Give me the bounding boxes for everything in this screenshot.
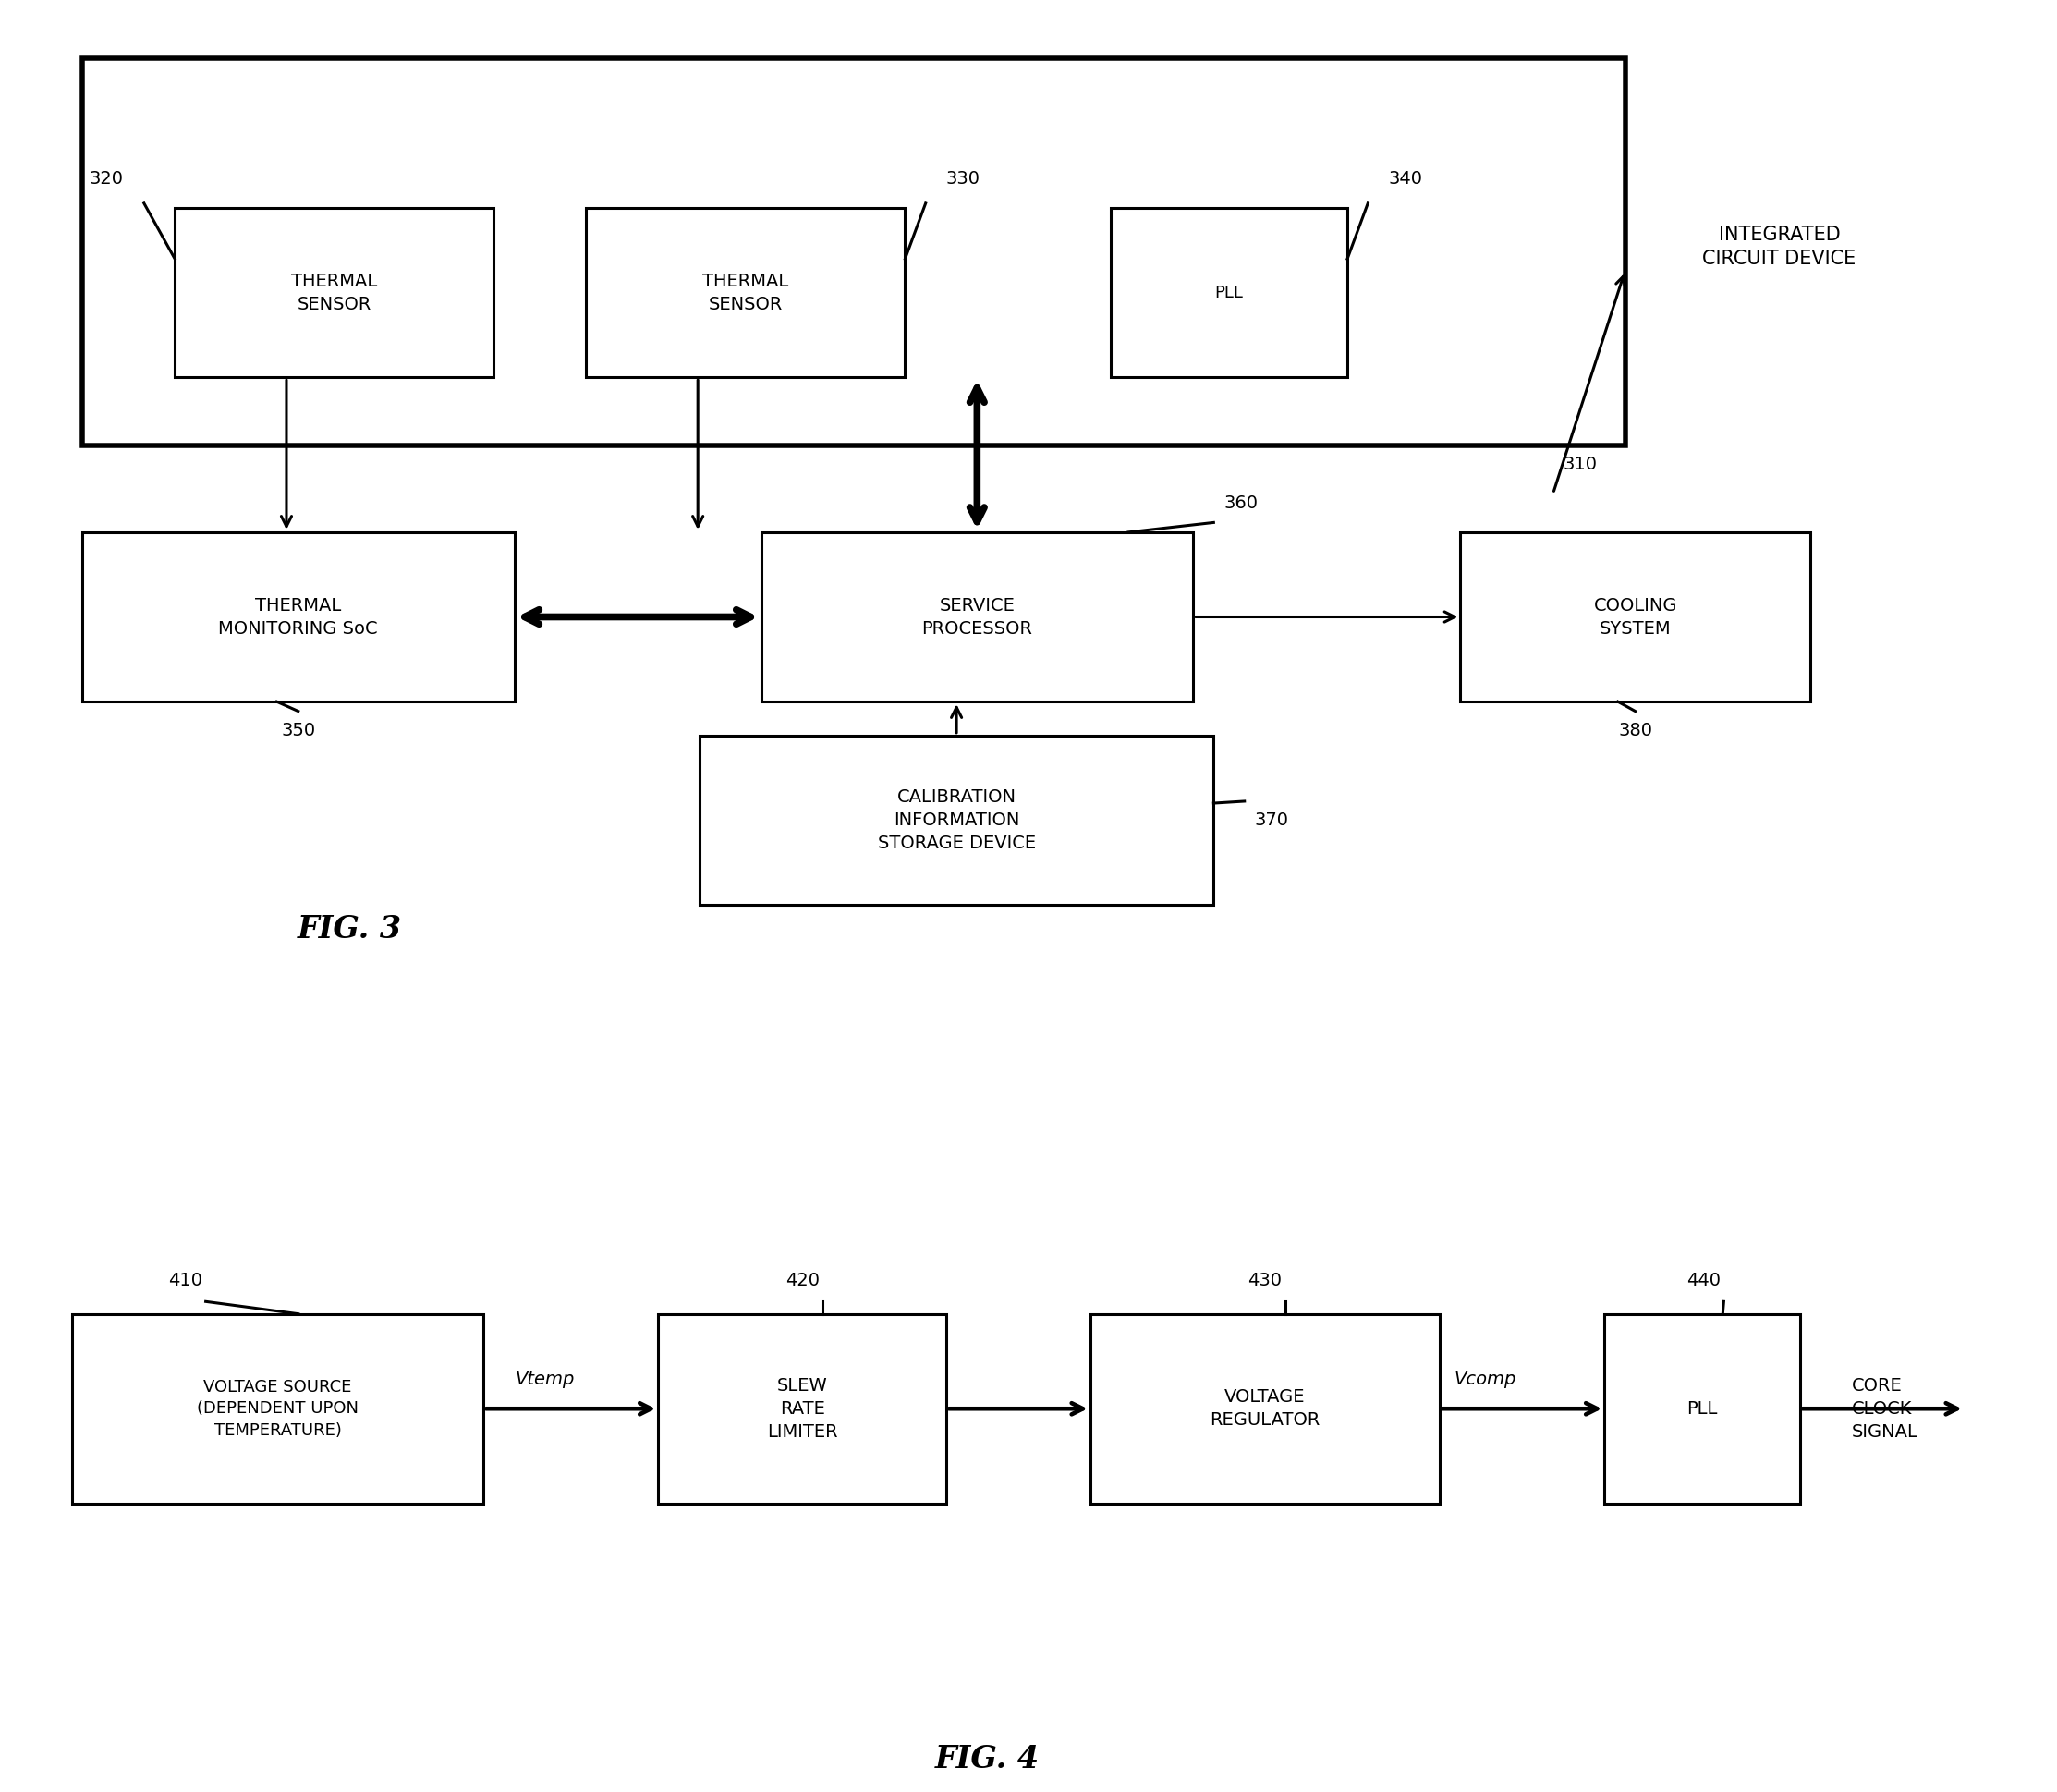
Bar — [658, 1314, 946, 1503]
Text: SERVICE
PROCESSOR: SERVICE PROCESSOR — [922, 597, 1033, 638]
Text: Vcomp: Vcomp — [1454, 1371, 1516, 1389]
Text: PLL: PLL — [1216, 285, 1242, 301]
Text: SLEW
RATE
LIMITER: SLEW RATE LIMITER — [767, 1376, 837, 1441]
Text: 410: 410 — [169, 1272, 202, 1290]
Text: 310: 310 — [1563, 455, 1598, 473]
Text: PLL: PLL — [1687, 1400, 1718, 1417]
Text: 360: 360 — [1224, 495, 1259, 513]
Bar — [82, 57, 1625, 444]
Text: 340: 340 — [1388, 170, 1423, 188]
Text: 380: 380 — [1619, 722, 1652, 740]
Text: THERMAL
SENSOR: THERMAL SENSOR — [292, 272, 376, 314]
Text: CALIBRATION
INFORMATION
STORAGE DEVICE: CALIBRATION INFORMATION STORAGE DEVICE — [878, 788, 1035, 851]
Text: 330: 330 — [946, 170, 981, 188]
Text: THERMAL
MONITORING SoC: THERMAL MONITORING SoC — [218, 597, 378, 638]
Text: FIG. 4: FIG. 4 — [936, 1744, 1039, 1774]
Text: 430: 430 — [1249, 1272, 1282, 1290]
Text: THERMAL
SENSOR: THERMAL SENSOR — [703, 272, 788, 314]
Text: 320: 320 — [88, 170, 123, 188]
Bar — [72, 1314, 483, 1503]
Bar — [175, 208, 494, 378]
Text: INTEGRATED
CIRCUIT DEVICE: INTEGRATED CIRCUIT DEVICE — [1703, 226, 1855, 269]
Text: FIG. 3: FIG. 3 — [298, 914, 401, 944]
Text: VOLTAGE
REGULATOR: VOLTAGE REGULATOR — [1210, 1389, 1321, 1428]
Text: CORE
CLOCK
SIGNAL: CORE CLOCK SIGNAL — [1851, 1376, 1917, 1441]
Bar — [82, 532, 514, 701]
Text: 420: 420 — [786, 1272, 819, 1290]
Text: 350: 350 — [282, 722, 315, 740]
Text: COOLING
SYSTEM: COOLING SYSTEM — [1594, 597, 1676, 638]
Text: 370: 370 — [1255, 812, 1290, 830]
Text: Vtemp: Vtemp — [516, 1371, 574, 1389]
Text: 440: 440 — [1687, 1272, 1720, 1290]
Bar — [1111, 208, 1347, 378]
Bar — [586, 208, 905, 378]
Bar — [1604, 1314, 1800, 1503]
Bar — [699, 735, 1214, 905]
Text: VOLTAGE SOURCE
(DEPENDENT UPON
TEMPERATURE): VOLTAGE SOURCE (DEPENDENT UPON TEMPERATU… — [197, 1378, 358, 1439]
Bar — [1090, 1314, 1440, 1503]
Bar — [761, 532, 1193, 701]
Bar — [1460, 532, 1810, 701]
